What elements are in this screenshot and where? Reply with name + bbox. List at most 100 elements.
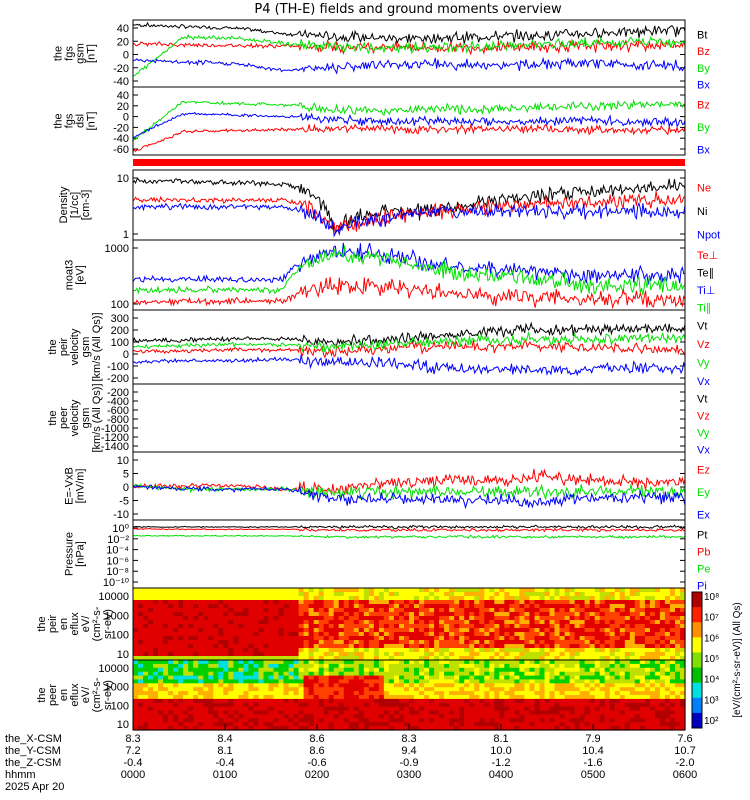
spectrogram-cell bbox=[429, 656, 435, 661]
spectrogram-cell bbox=[644, 675, 651, 681]
spectrogram-cell bbox=[138, 628, 144, 633]
spectrogram-cell bbox=[383, 632, 390, 637]
spectrogram-cell bbox=[368, 687, 375, 692]
spectrogram-cell bbox=[419, 656, 425, 661]
spectrogram-cell bbox=[444, 616, 450, 621]
spectrogram-cell bbox=[383, 592, 390, 597]
spectrogram-cell bbox=[529, 718, 535, 723]
spectrogram-cell bbox=[504, 640, 510, 645]
spectrogram-cell bbox=[479, 628, 485, 633]
spectrogram-cell bbox=[680, 620, 686, 625]
spectrogram-cell bbox=[444, 644, 450, 649]
spectrogram-cell bbox=[474, 663, 480, 669]
spectrogram-cell bbox=[574, 608, 581, 613]
spectrogram-cell bbox=[273, 698, 280, 704]
spectrogram-cell bbox=[624, 718, 631, 723]
spectrogram-cell bbox=[373, 648, 380, 653]
spectrogram-cell bbox=[514, 656, 520, 661]
spectrogram-cell bbox=[243, 695, 249, 700]
spectrogram-cell bbox=[434, 679, 440, 684]
spectrogram-cell bbox=[534, 679, 541, 684]
spectrogram-cell bbox=[263, 698, 270, 704]
spectrogram-cell bbox=[414, 667, 420, 673]
spectrogram-cell bbox=[464, 710, 470, 716]
spectrogram-cell bbox=[193, 691, 199, 696]
spectrogram-cell bbox=[253, 628, 259, 633]
spectrogram-cell bbox=[664, 706, 671, 712]
spectrogram-cell bbox=[519, 698, 525, 704]
spectrogram-cell bbox=[218, 588, 224, 593]
spectrogram-cell bbox=[649, 604, 656, 609]
spectrogram-cell bbox=[544, 588, 551, 593]
spectrogram-cell bbox=[464, 706, 470, 712]
spectrogram-cell bbox=[399, 691, 405, 696]
spectrogram-cell bbox=[524, 640, 530, 645]
spectrogram-cell bbox=[419, 679, 425, 684]
spectrogram-cell bbox=[338, 702, 345, 708]
spectrogram-cell bbox=[434, 612, 440, 617]
spectrogram-cell bbox=[273, 648, 280, 653]
spectrogram-cell bbox=[479, 695, 485, 700]
series-Pt bbox=[133, 524, 686, 530]
spectrogram-cell bbox=[639, 652, 646, 657]
spectrogram-cell bbox=[664, 620, 671, 625]
spectrogram-cell bbox=[469, 648, 475, 653]
spectrogram-cell bbox=[368, 636, 375, 641]
spectrogram-cell bbox=[393, 710, 400, 716]
spectrogram-cell bbox=[258, 608, 265, 613]
spectrogram-cell bbox=[308, 660, 315, 665]
spectrogram-cell bbox=[614, 683, 621, 688]
spectrogram-cell bbox=[429, 667, 435, 673]
spectrogram-cell bbox=[203, 706, 209, 712]
spectrogram-cell bbox=[228, 608, 234, 613]
spectrogram-cell bbox=[353, 663, 360, 669]
spectrogram-cell bbox=[228, 667, 234, 673]
spectrogram-cell bbox=[353, 612, 360, 617]
spectrogram-cell bbox=[569, 644, 576, 649]
spectrogram-cell bbox=[574, 698, 581, 704]
spectrogram-cell bbox=[634, 698, 641, 704]
y-tick-label: 5 bbox=[123, 469, 129, 481]
spectrogram-cell bbox=[424, 679, 430, 684]
spectrogram-cell bbox=[509, 632, 515, 637]
spectrogram-cell bbox=[659, 726, 666, 731]
spectrogram-cell bbox=[539, 636, 546, 641]
spectrogram-cell bbox=[143, 726, 149, 731]
spectrogram-cell bbox=[163, 695, 169, 700]
spectrogram-cell bbox=[424, 718, 430, 723]
spectrogram-cell bbox=[619, 656, 626, 661]
spectrogram-cell bbox=[474, 588, 480, 593]
spectrogram-cell bbox=[363, 679, 370, 684]
legend-label: Pt bbox=[697, 530, 707, 542]
spectrogram-cell bbox=[584, 702, 591, 708]
spectrogram-cell bbox=[529, 588, 535, 593]
spectrogram-cell bbox=[459, 612, 465, 617]
spectrogram-cell bbox=[318, 660, 325, 665]
spectrogram-cell bbox=[338, 624, 345, 629]
spectrogram-cell bbox=[624, 663, 631, 669]
spectrogram-cell bbox=[383, 671, 390, 677]
spectrogram-cell bbox=[143, 698, 149, 704]
spectrogram-cell bbox=[559, 640, 566, 645]
spectrogram-cell bbox=[514, 702, 520, 708]
spectrogram-cell bbox=[604, 656, 611, 661]
spectrogram-cell bbox=[258, 656, 265, 661]
spectrogram-cell bbox=[680, 636, 686, 641]
spectrogram-cell bbox=[514, 722, 520, 727]
spectrogram-cell bbox=[348, 616, 355, 621]
spectrogram-cell bbox=[223, 656, 229, 661]
spectrogram-cell bbox=[649, 710, 656, 716]
spectrogram-cell bbox=[614, 612, 621, 617]
spectrogram-cell bbox=[504, 718, 510, 723]
spectrogram-cell bbox=[669, 636, 676, 641]
spectrogram-cell bbox=[303, 667, 310, 673]
spectrogram-cell bbox=[163, 612, 169, 617]
spectrogram-cell bbox=[298, 600, 305, 605]
spectrogram-cell bbox=[173, 600, 179, 605]
spectrogram-cell bbox=[669, 660, 676, 665]
spectrogram-cell bbox=[143, 616, 149, 621]
spectrogram-cell bbox=[348, 726, 355, 731]
spectrogram-cell bbox=[143, 628, 149, 633]
spectrogram-cell bbox=[459, 663, 465, 669]
spectrogram-cell bbox=[409, 679, 415, 684]
